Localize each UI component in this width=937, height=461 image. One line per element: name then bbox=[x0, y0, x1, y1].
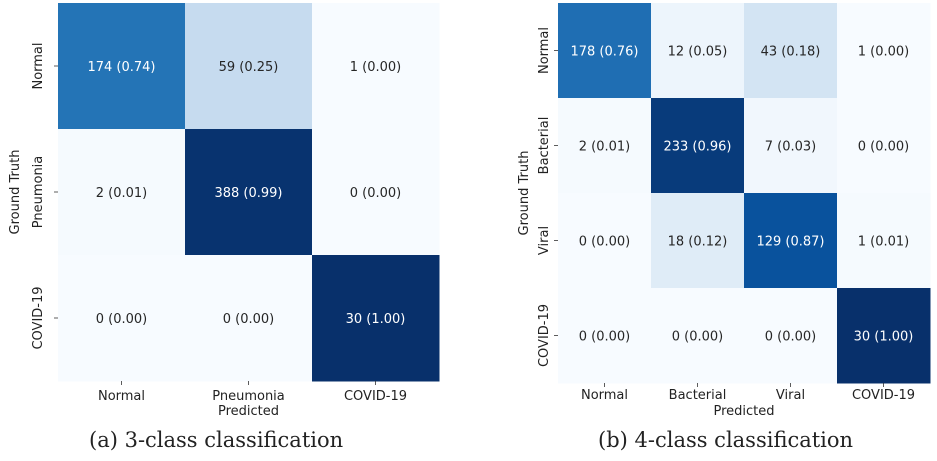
caption-4class: (b) 4-class classification bbox=[598, 428, 854, 452]
heatmap-cell bbox=[58, 3, 186, 130]
confusion-matrix-4class: 178 (0.76) 12 (0.05) 43 (0.18) 1 (0.00) 2 (0… bbox=[517, 3, 931, 419]
heatmap-cell bbox=[837, 3, 931, 99]
cell-label: 2 (0.01) bbox=[96, 186, 148, 201]
y-tick-label: COVID-19 bbox=[537, 304, 552, 367]
heatmap-cell bbox=[558, 98, 652, 194]
heatmap-cell bbox=[837, 288, 931, 384]
heatmap-cell bbox=[58, 255, 186, 382]
x-axis-label: Predicted bbox=[713, 404, 774, 419]
y-tick-label: COVID-19 bbox=[31, 286, 46, 349]
cell-label: 0 (0.00) bbox=[858, 140, 910, 155]
cell-label: 129 (0.87) bbox=[756, 235, 824, 250]
cell-label: 0 (0.00) bbox=[579, 235, 631, 250]
y-tick-label: Bacterial bbox=[537, 117, 552, 175]
heatmap-cell bbox=[185, 3, 313, 130]
y-axis-label: Ground Truth bbox=[8, 150, 23, 235]
caption-3class: (a) 3-class classification bbox=[89, 428, 344, 452]
cell-label: 174 (0.74) bbox=[87, 60, 155, 75]
confusion-matrix-3class: 174 (0.74) 59 (0.25) 1 (0.00) 2 (0.01) 388 (… bbox=[8, 3, 440, 419]
cell-label: 0 (0.00) bbox=[223, 312, 275, 327]
heatmap-cell bbox=[558, 288, 652, 384]
heatmap-cell bbox=[185, 255, 313, 382]
heatmap-cell bbox=[558, 193, 652, 289]
cell-label: 30 (1.00) bbox=[346, 312, 406, 327]
cell-label: 0 (0.00) bbox=[765, 330, 817, 345]
x-tick-label: Normal bbox=[581, 388, 628, 403]
x-axis-label: Predicted bbox=[218, 404, 279, 419]
heatmap-cell bbox=[312, 3, 440, 130]
cell-label: 0 (0.00) bbox=[672, 330, 724, 345]
cell-label: 43 (0.18) bbox=[761, 45, 821, 60]
heatmap-cell bbox=[58, 129, 186, 256]
heatmap-cell bbox=[837, 98, 931, 194]
cell-label: 12 (0.05) bbox=[668, 45, 728, 60]
x-tick-label: COVID-19 bbox=[344, 389, 407, 404]
cell-label: 0 (0.00) bbox=[579, 330, 631, 345]
heatmap-cell bbox=[837, 193, 931, 289]
cell-label: 0 (0.00) bbox=[350, 186, 402, 201]
heatmap-cell bbox=[558, 3, 652, 99]
cell-label: 59 (0.25) bbox=[219, 60, 279, 75]
heatmap-cell bbox=[312, 255, 440, 382]
cell-label: 233 (0.96) bbox=[663, 140, 731, 155]
x-tick-label: Viral bbox=[776, 388, 805, 403]
x-tick-label: Normal bbox=[98, 389, 145, 404]
y-axis-label: Ground Truth bbox=[517, 151, 532, 236]
x-tick-label: Bacterial bbox=[669, 388, 727, 403]
heatmap-cell bbox=[651, 193, 745, 289]
y-tick-label: Viral bbox=[537, 226, 552, 255]
cell-label: 1 (0.00) bbox=[350, 60, 402, 75]
heatmap-cell bbox=[651, 98, 745, 194]
y-tick-label: Normal bbox=[31, 42, 46, 89]
cell-label: 7 (0.03) bbox=[765, 140, 817, 155]
cell-label: 30 (1.00) bbox=[854, 330, 914, 345]
heatmap-cell bbox=[744, 193, 838, 289]
cell-label: 178 (0.76) bbox=[570, 45, 638, 60]
x-tick-label: Pneumonia bbox=[212, 389, 285, 404]
x-tick-label: COVID-19 bbox=[852, 388, 915, 403]
y-tick-label: Normal bbox=[537, 27, 552, 74]
cell-label: 18 (0.12) bbox=[668, 235, 728, 250]
cell-label: 2 (0.01) bbox=[579, 140, 631, 155]
heatmap-cell bbox=[744, 3, 838, 99]
heatmap-cell bbox=[744, 288, 838, 384]
cell-label: 0 (0.00) bbox=[96, 312, 148, 327]
cell-label: 1 (0.01) bbox=[858, 235, 910, 250]
heatmap-cell bbox=[651, 288, 745, 384]
heatmap-cell bbox=[651, 3, 745, 99]
y-tick-label: Pneumonia bbox=[31, 156, 46, 229]
heatmap-cell bbox=[312, 129, 440, 256]
cell-label: 388 (0.99) bbox=[214, 186, 282, 201]
cell-label: 1 (0.00) bbox=[858, 45, 910, 60]
heatmap-cell bbox=[185, 129, 313, 256]
heatmap-cell bbox=[744, 98, 838, 194]
